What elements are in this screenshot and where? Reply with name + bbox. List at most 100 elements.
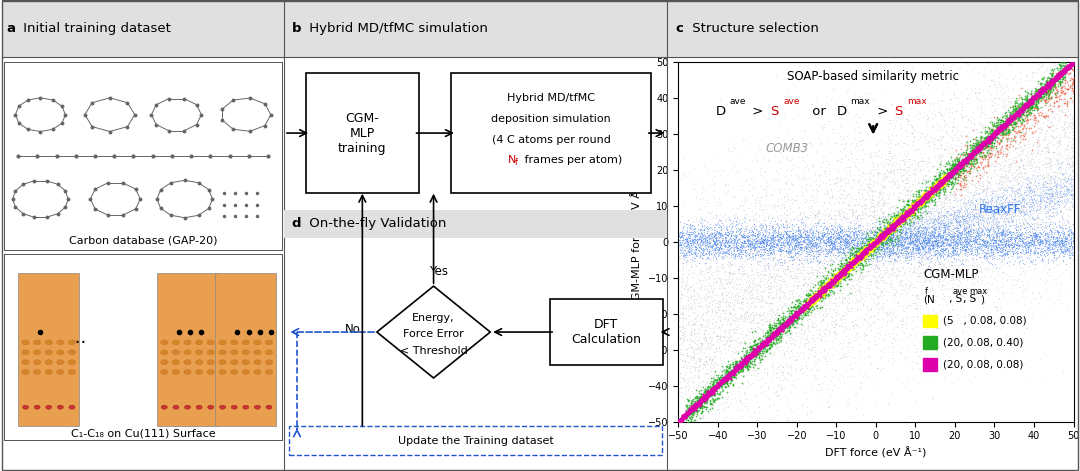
Point xyxy=(1010,228,1027,236)
Point xyxy=(970,128,987,136)
Point xyxy=(1015,195,1032,203)
Point xyxy=(712,229,729,237)
Point xyxy=(842,233,860,240)
Point xyxy=(988,205,1005,212)
Point xyxy=(956,225,973,232)
Point xyxy=(758,335,775,342)
Point xyxy=(1057,169,1075,176)
Point xyxy=(701,353,718,360)
Point xyxy=(1042,82,1059,89)
Point xyxy=(974,223,991,230)
Point xyxy=(705,386,723,394)
Point xyxy=(773,323,791,330)
Point xyxy=(1023,235,1040,242)
Point xyxy=(697,389,714,397)
Point xyxy=(780,295,797,303)
Point xyxy=(751,302,768,309)
Point xyxy=(794,281,811,289)
Point xyxy=(954,196,971,204)
Point xyxy=(719,376,737,384)
Point xyxy=(926,176,943,184)
Point xyxy=(711,380,728,387)
Point xyxy=(805,353,822,360)
Point xyxy=(848,257,865,264)
Point xyxy=(685,288,702,295)
Point xyxy=(908,225,926,233)
Point xyxy=(983,236,1000,244)
Point xyxy=(940,173,957,180)
Point xyxy=(1056,112,1074,119)
Point xyxy=(758,249,775,256)
Point xyxy=(1055,123,1072,131)
Point xyxy=(1017,165,1035,172)
Point xyxy=(799,301,816,309)
Point xyxy=(744,297,761,304)
Point xyxy=(713,336,730,344)
Point xyxy=(1053,233,1070,241)
Point xyxy=(999,225,1016,233)
Point xyxy=(1022,164,1039,171)
Point xyxy=(670,309,687,317)
Point xyxy=(941,181,958,188)
Point xyxy=(773,245,791,252)
Point xyxy=(923,187,941,195)
Point xyxy=(893,249,910,257)
Point xyxy=(1054,68,1071,76)
Point xyxy=(878,228,895,236)
Point xyxy=(767,232,784,240)
Point xyxy=(774,230,792,238)
Point xyxy=(771,330,788,338)
Point xyxy=(807,343,824,351)
Point xyxy=(933,180,950,187)
Point xyxy=(924,184,942,192)
Point xyxy=(782,250,799,257)
Point xyxy=(861,251,878,258)
Point xyxy=(674,414,691,421)
Point xyxy=(723,232,740,239)
Point xyxy=(747,237,765,245)
Point xyxy=(778,238,795,245)
Point xyxy=(1004,239,1022,246)
Point xyxy=(972,244,989,252)
Point xyxy=(1059,63,1077,70)
Point xyxy=(795,243,812,251)
Point xyxy=(814,289,832,296)
Point xyxy=(797,273,814,280)
Point xyxy=(904,243,921,250)
Point xyxy=(982,136,999,143)
Point xyxy=(1010,275,1027,283)
Point xyxy=(828,156,846,163)
Point xyxy=(1052,154,1069,162)
Point xyxy=(697,396,714,404)
Point xyxy=(1000,117,1017,125)
Point xyxy=(986,132,1003,139)
Point xyxy=(889,218,906,225)
Point xyxy=(794,306,811,313)
Point xyxy=(1036,86,1053,93)
Point xyxy=(681,406,699,414)
Point xyxy=(889,245,906,253)
Point xyxy=(670,341,687,349)
Point xyxy=(690,230,707,237)
Point xyxy=(880,223,897,231)
Point xyxy=(982,235,999,243)
Point xyxy=(748,347,766,355)
Point xyxy=(793,230,810,237)
Point xyxy=(931,182,948,189)
Point xyxy=(701,250,718,258)
Point xyxy=(1043,193,1061,200)
Point xyxy=(988,233,1005,241)
Point xyxy=(796,263,813,270)
Point xyxy=(934,237,951,244)
Point xyxy=(1051,197,1068,204)
Point xyxy=(995,185,1012,192)
Point xyxy=(699,382,716,390)
Point xyxy=(711,228,728,236)
Point xyxy=(767,263,784,270)
Point xyxy=(919,195,936,203)
Point xyxy=(981,138,998,146)
Point xyxy=(769,344,786,351)
Point xyxy=(942,250,959,258)
Point xyxy=(869,230,887,238)
Point xyxy=(838,236,855,243)
